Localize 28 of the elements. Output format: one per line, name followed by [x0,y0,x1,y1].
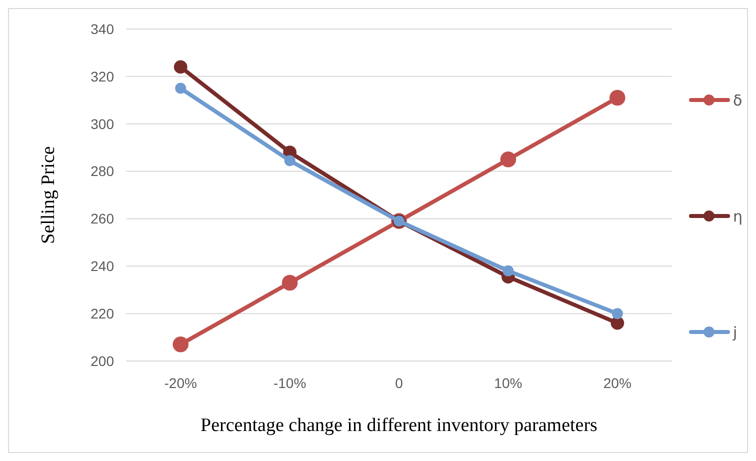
y-tick-label: 300 [90,116,114,132]
x-tick-label: 10% [494,375,522,391]
x-tick-label: -10% [273,375,306,391]
y-axis-title: Selling Price [38,146,59,244]
point [174,60,188,74]
point [610,316,624,330]
legend-label: δ [733,91,742,110]
x-tick-label: 0 [395,375,404,391]
y-tick-label: 280 [90,163,114,180]
point [610,90,626,106]
y-tick-label: 200 [90,352,114,369]
y-tick-label: 340 [90,20,114,37]
point [172,336,188,352]
x-tick-label: -20% [164,375,197,391]
point [612,308,623,320]
x-tick-label: 20% [603,375,632,391]
point [175,82,186,94]
point [284,155,296,166]
y-tick-label: 240 [90,258,114,274]
legend-label: j [732,323,738,342]
point [500,152,516,168]
y-tick-label: 320 [90,68,114,84]
y-tick-label: 220 [90,305,114,322]
y-tick-label: 260 [90,210,114,227]
legend-label: η [733,207,743,226]
x-axis-title: Percentage change in different inventory parameters [200,415,598,436]
point [502,265,514,276]
point [282,274,298,291]
